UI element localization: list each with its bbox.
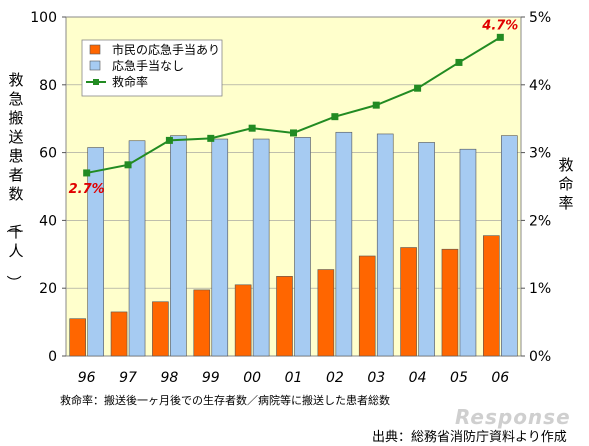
- bar-with-first-aid: [234, 284, 252, 357]
- bar-with-first-aid: [317, 269, 335, 357]
- y2-tick-label: 3%: [529, 146, 551, 162]
- x-tick-label: 03: [367, 370, 385, 386]
- y-tick-label: 20: [39, 281, 57, 297]
- y-tick-label: 80: [39, 78, 57, 94]
- bar-with-first-aid: [276, 276, 293, 357]
- x-tick-label: 98: [160, 370, 178, 386]
- y2-tick-label: 2%: [529, 213, 551, 229]
- legend-label: 救命率: [112, 74, 148, 89]
- rate-point: [372, 101, 380, 109]
- annotations: 2.7% 4.7%: [69, 18, 519, 197]
- y2-tick-label: 5%: [529, 10, 551, 26]
- bar-without-first-aid: [252, 138, 270, 357]
- y2-tick-label: 1%: [529, 281, 551, 297]
- y2-tick-label: 0%: [529, 349, 551, 365]
- rate-point: [124, 161, 132, 169]
- x-tick-label: 99: [202, 370, 220, 386]
- bar-without-first-aid: [211, 138, 229, 357]
- legend-label: 応急手当なし: [112, 58, 184, 73]
- x-tick-label: 97: [119, 370, 137, 386]
- y2-tick-label: 4%: [529, 78, 551, 94]
- bar-with-first-aid: [152, 301, 169, 357]
- bar-without-first-aid: [294, 137, 311, 357]
- bar-without-first-aid: [376, 133, 394, 357]
- bar-without-first-aid: [501, 135, 518, 357]
- bar-with-first-aid: [193, 289, 211, 357]
- bar-with-first-aid: [441, 248, 459, 357]
- legend-box: [81, 39, 223, 97]
- bars: [69, 131, 518, 357]
- y2-axis-ticks: 0% 1% 2% 3% 4% 5%: [521, 10, 551, 365]
- bar-without-first-aid: [170, 135, 187, 357]
- bar-without-first-aid: [459, 148, 477, 357]
- bar-with-first-aid: [483, 235, 500, 357]
- y-tick-label: 40: [39, 213, 57, 229]
- rate-line: [83, 33, 504, 177]
- x-tick-label: 06: [491, 370, 509, 386]
- rate-point: [290, 129, 297, 137]
- y-axis-ticks: 0 20 40 60 80 100: [30, 10, 66, 365]
- y-tick-label: 100: [30, 10, 57, 26]
- rate-point: [331, 113, 339, 121]
- y-axis-title-text: 救急搬送患者数（千人）: [4, 71, 23, 290]
- rate-point: [455, 58, 463, 66]
- y-tick-label: 0: [48, 349, 57, 365]
- rate-point: [83, 169, 91, 177]
- legend-swatch-with-first-aid: [89, 44, 101, 55]
- annotation-label: 4.7%: [481, 18, 518, 33]
- rate-point: [207, 134, 215, 142]
- rate-point: [414, 84, 422, 92]
- y-tick-label: 60: [39, 146, 57, 162]
- bar-without-first-aid: [128, 140, 146, 357]
- y-axis-title: 救急搬送患者数（千人）: [4, 71, 23, 290]
- source-note: 出典：総務省消防庁資料より作成: [372, 430, 567, 445]
- y2-axis-title-text: 救命率: [558, 156, 573, 212]
- legend-swatch-marker: [93, 79, 99, 85]
- rate-point: [248, 124, 256, 132]
- y2-axis-title: 救命率: [558, 156, 573, 212]
- rate-point: [496, 33, 504, 41]
- x-tick-label: 04: [409, 370, 427, 386]
- rate-point: [165, 136, 173, 144]
- x-tick-label: 00: [243, 370, 261, 386]
- x-axis-ticks: 96 97 98 99 00 01 02 03 04 05 06: [78, 370, 510, 386]
- annotation-label: 2.7%: [69, 182, 105, 197]
- legend-swatch-without-first-aid: [89, 60, 101, 71]
- bar-with-first-aid: [400, 247, 417, 357]
- x-tick-label: 01: [285, 370, 303, 386]
- watermark-logo: Response: [455, 405, 571, 429]
- bar-with-first-aid: [69, 318, 86, 357]
- bar-without-first-aid: [87, 147, 104, 357]
- x-tick-label: 96: [78, 370, 96, 386]
- bar-with-first-aid: [110, 311, 128, 357]
- footnote: 救命率：搬送後一ヶ月後での生存者数／病院等に搬送した患者総数: [60, 394, 390, 407]
- bar-without-first-aid: [335, 131, 353, 357]
- x-tick-label: 05: [450, 370, 468, 386]
- legend-label: 市民の応急手当あり: [112, 42, 220, 57]
- bar-without-first-aid: [418, 142, 435, 357]
- x-tick-label: 02: [326, 370, 344, 386]
- bar-with-first-aid: [358, 255, 376, 357]
